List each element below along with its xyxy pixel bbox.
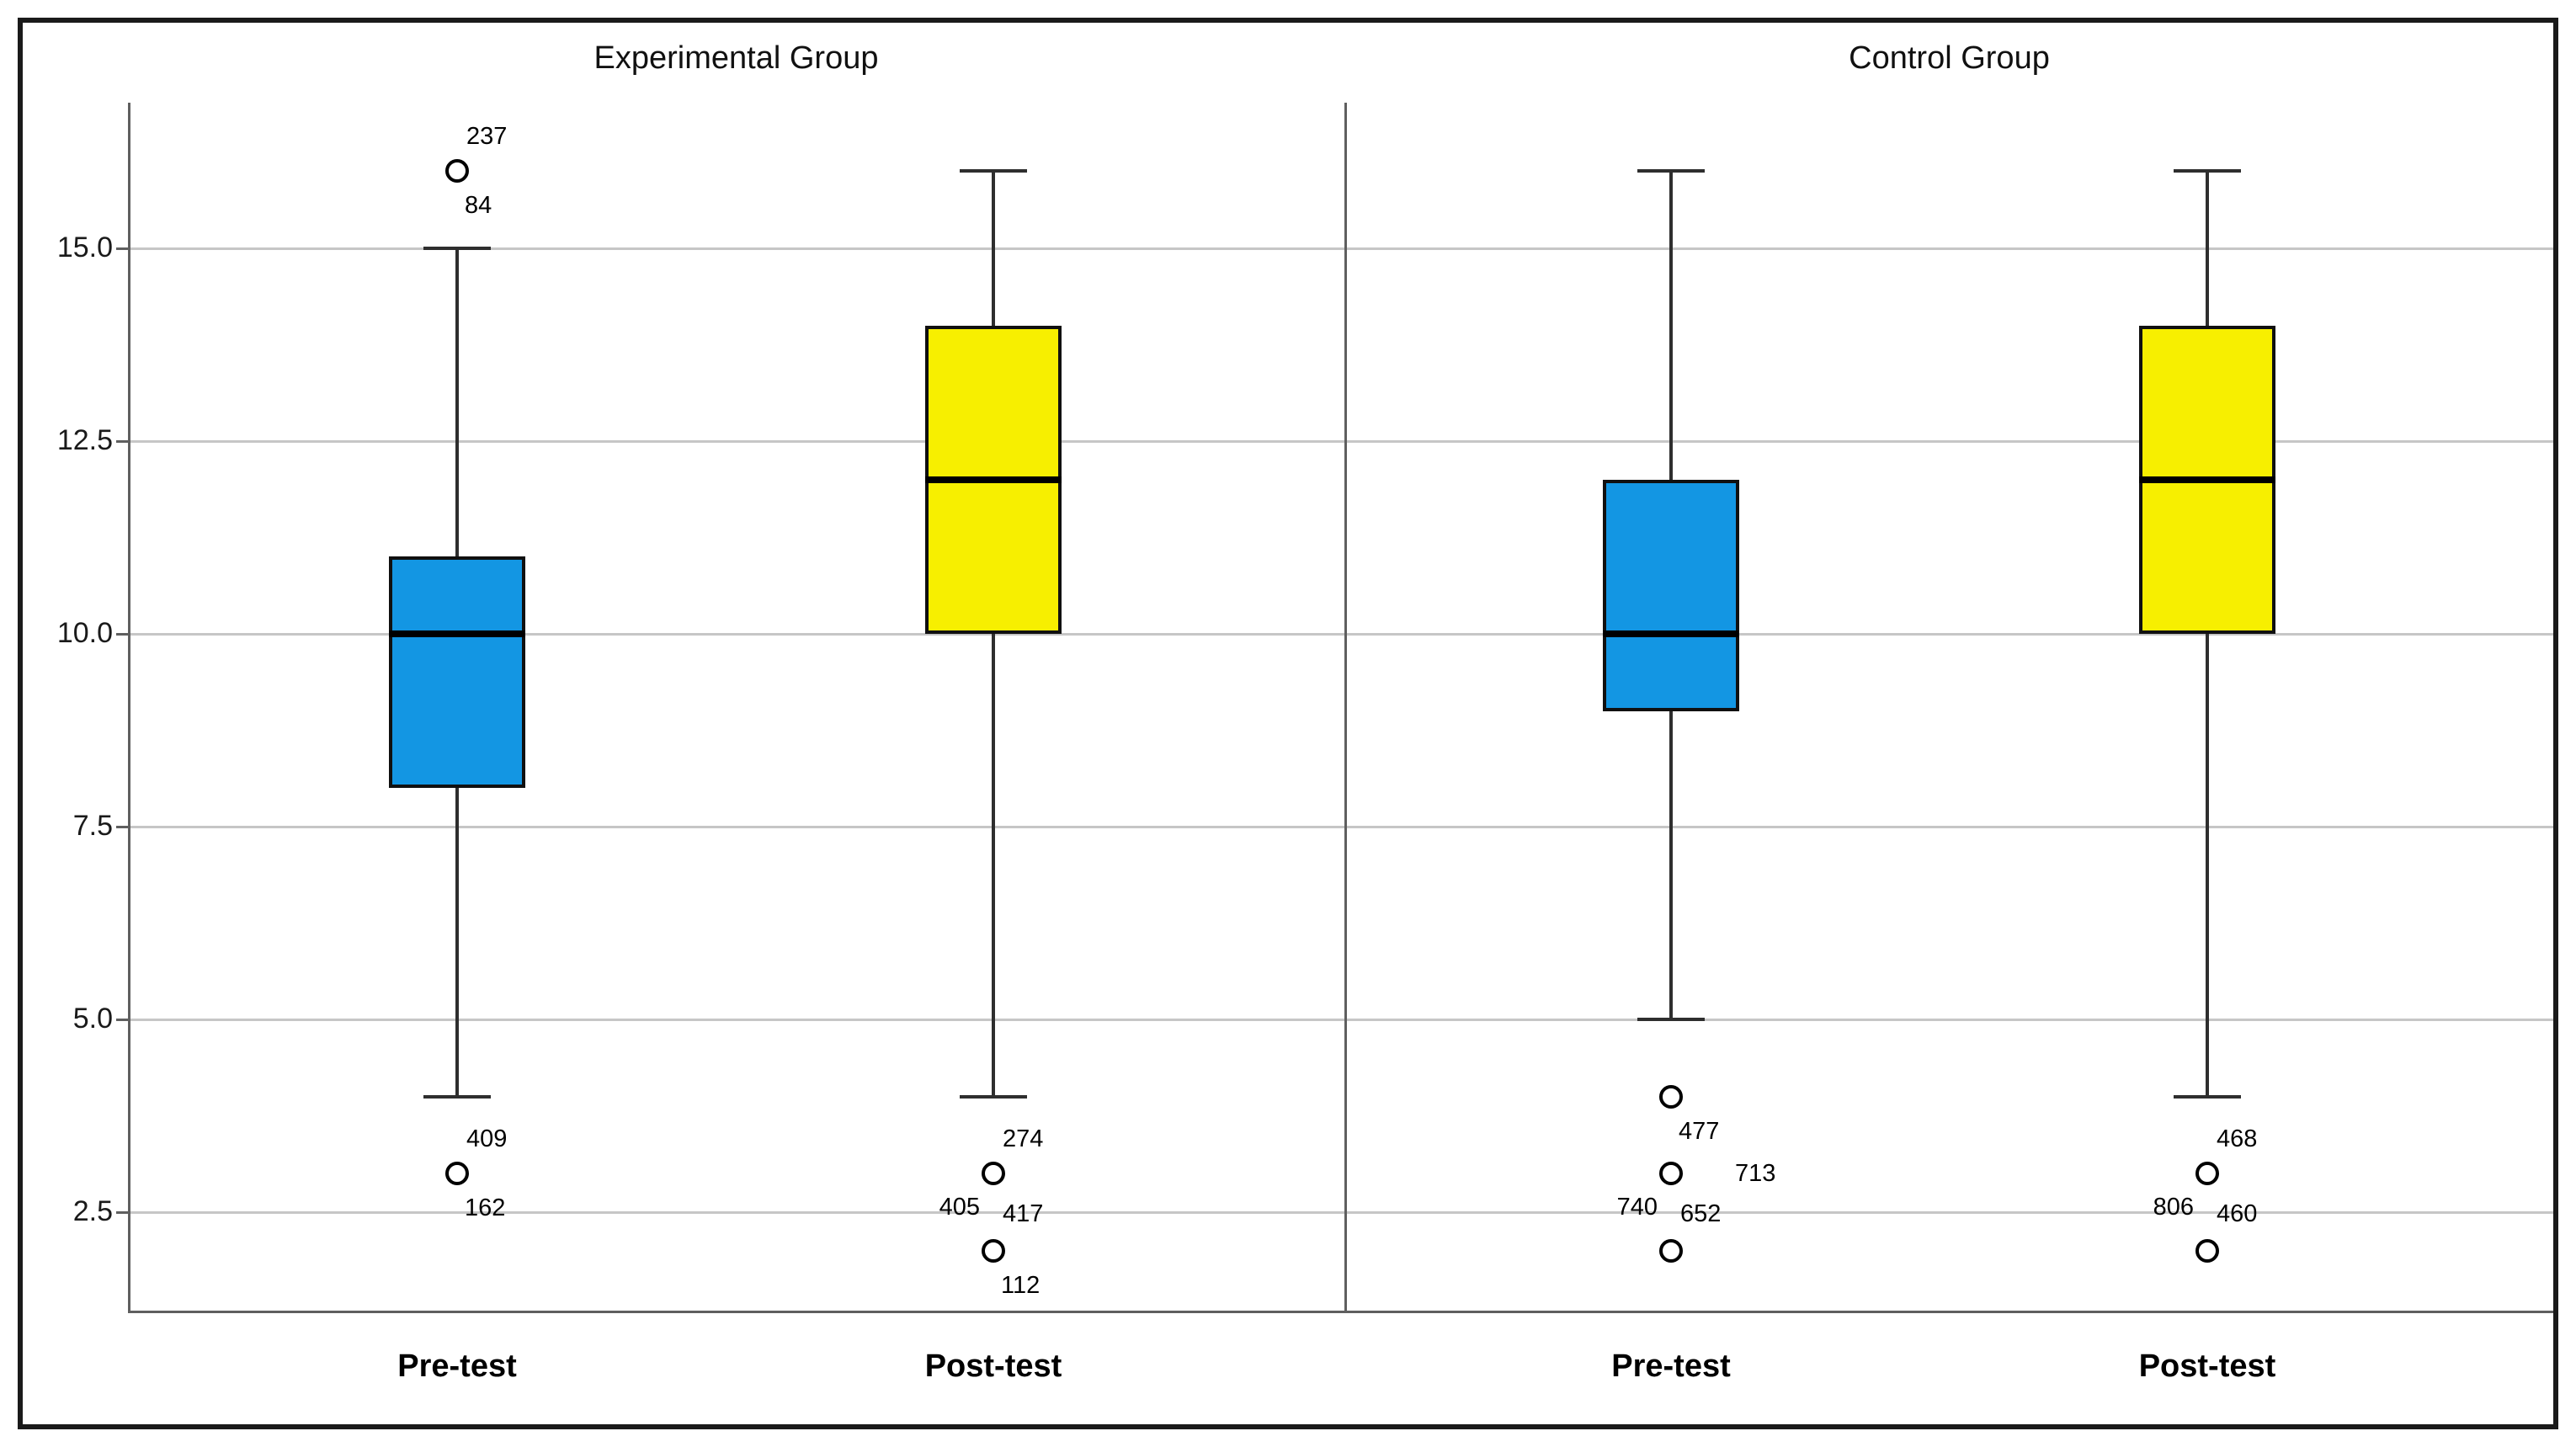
figure-border [18,18,2558,1429]
y-tick-label: 10.0 [56,617,113,649]
outlier-circle [1659,1084,1683,1109]
y-tick-mark [116,633,128,636]
median-line [2139,476,2275,483]
median-line [389,630,525,637]
grid-line [128,633,2554,636]
y-tick-label: 2.5 [72,1195,113,1227]
outlier-label: 468 [2217,1125,2258,1153]
grid-line [128,247,2554,250]
outlier-circle [445,159,469,184]
panel-title: Experimental Group [593,40,879,76]
outlier-label: 417 [1003,1200,1044,1228]
outlier-label: 460 [2217,1200,2258,1228]
y-tick-mark [116,1211,128,1214]
whisker-stem-top [455,248,459,557]
category-label: Pre-test [397,1349,517,1384]
outlier-circle [982,1162,1005,1186]
boxplot-box [389,556,525,789]
whisker-stem-bottom [455,788,459,1097]
whisker-cap-top [960,169,1027,173]
whisker-cap-bottom [423,1094,491,1099]
grid-line [128,826,2554,828]
category-label: Post-test [924,1349,1062,1384]
outlier-label: 409 [466,1125,508,1153]
panel-title: Control Group [1849,40,2050,76]
outlier-label: 237 [466,123,508,151]
grid-line [128,1019,2554,1021]
whisker-stem-bottom [2206,634,2209,1097]
median-line [925,476,1062,483]
outlier-label: 806 [2153,1194,2194,1221]
outlier-label: 477 [1679,1117,1720,1145]
whisker-stem-top [2206,171,2209,326]
y-tick-label: 15.0 [56,231,113,263]
y-tick-mark [116,440,128,443]
whisker-cap-top [1637,169,1705,173]
whisker-cap-top [2174,169,2241,173]
grid-line [128,1211,2554,1214]
whisker-stem-bottom [992,634,995,1097]
outlier-circle [1659,1238,1683,1263]
y-tick-label: 7.5 [72,810,113,842]
whisker-cap-top [423,247,491,250]
outlier-label: 112 [1001,1271,1041,1299]
outlier-label: 84 [465,192,492,220]
grid-line [128,440,2554,443]
whisker-stem-bottom [1669,710,1673,1019]
outlier-label: 713 [1735,1160,1776,1188]
boxplot-box [1603,479,1739,711]
outlier-circle [2195,1162,2219,1186]
outlier-label: 405 [939,1194,980,1221]
category-label: Post-test [2138,1349,2276,1384]
outlier-circle [445,1162,469,1186]
y-tick-label: 5.0 [72,1003,113,1035]
whisker-cap-bottom [1637,1018,1705,1021]
whisker-cap-bottom [960,1094,1027,1099]
whisker-stem-top [992,171,995,326]
outlier-label: 162 [465,1194,506,1222]
y-tick-mark [116,1019,128,1021]
category-label: Pre-test [1611,1349,1731,1384]
panel-divider [1344,103,1347,1311]
x-axis-line [128,1311,2554,1313]
y-tick-label: 12.5 [56,424,113,456]
outlier-circle [1659,1162,1683,1186]
outlier-label: 274 [1003,1125,1044,1153]
whisker-cap-bottom [2174,1094,2241,1099]
whisker-stem-top [1669,171,1673,480]
y-tick-mark [116,826,128,828]
outlier-label: 740 [1616,1194,1658,1221]
outlier-circle [2195,1238,2219,1263]
median-line [1603,630,1739,637]
y-axis-line [128,103,130,1311]
outlier-circle [982,1238,1005,1263]
y-tick-mark [116,247,128,250]
outlier-label: 652 [1680,1200,1722,1228]
